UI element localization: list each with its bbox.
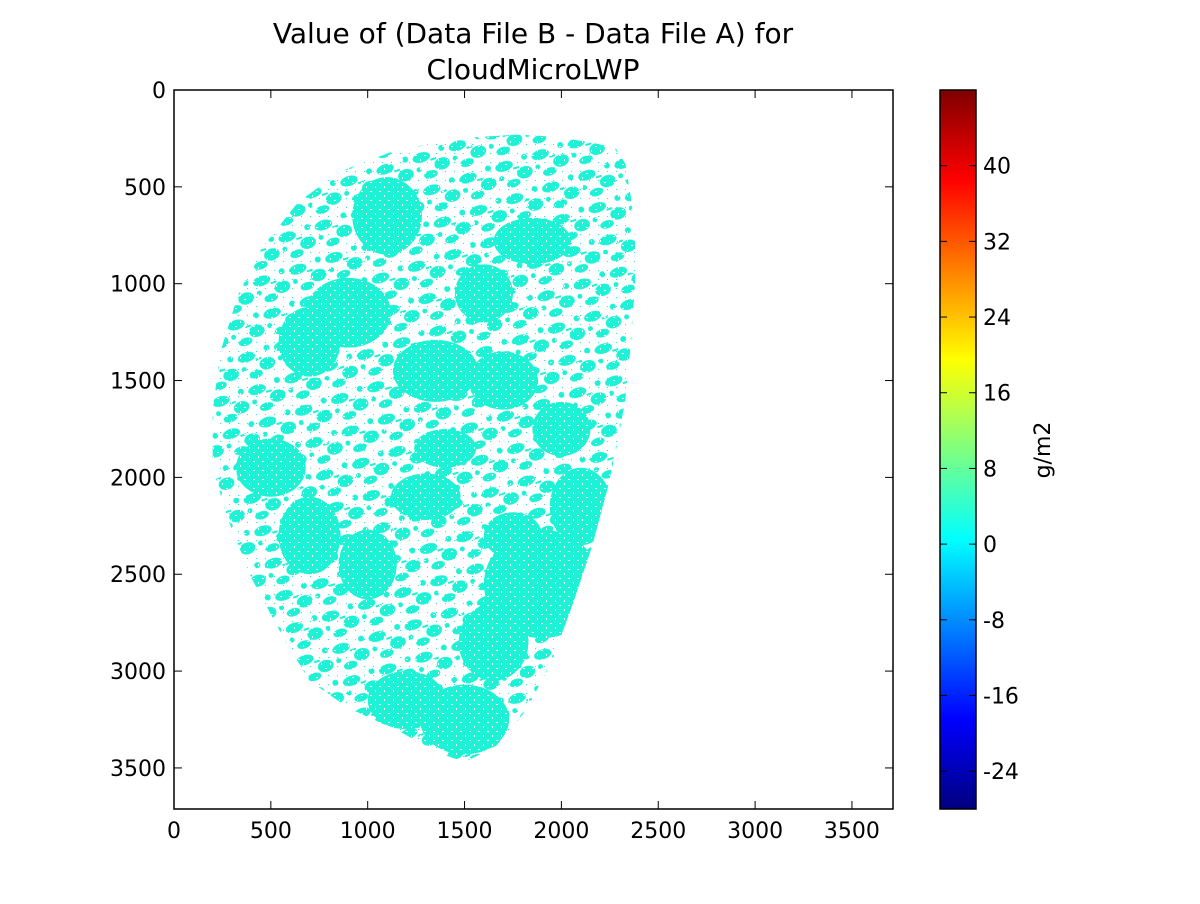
x-tick-label: 0	[167, 819, 181, 844]
colorbar-tick-label: 40	[983, 155, 1011, 180]
colorbar-tick-label: 0	[983, 533, 997, 558]
y-axis: 0 500 1000 1500 2000 2500 3000 3500	[110, 79, 893, 782]
chart-title-line-2: CloudMicroLWP	[427, 53, 640, 86]
x-tick-label: 2000	[533, 819, 589, 844]
y-tick-label: 500	[124, 176, 166, 201]
data-field	[212, 134, 635, 763]
colorbar-tick-label: 16	[983, 382, 1011, 407]
x-tick-label: 500	[250, 819, 292, 844]
x-axis: 0 500 1000 1500 2000 2500 3000 3500	[167, 90, 880, 844]
colorbar	[939, 89, 977, 810]
x-tick-label: 1000	[340, 819, 396, 844]
y-tick-label: 1500	[110, 370, 166, 395]
chart-title-line-1: Value of (Data File B - Data File A) for	[273, 17, 794, 50]
y-tick-label: 3500	[110, 757, 166, 782]
colorbar-tick-label: -24	[983, 760, 1019, 785]
y-tick-label: 2000	[110, 466, 166, 491]
x-tick-label: 3500	[824, 819, 880, 844]
y-tick-label: 3000	[110, 660, 166, 685]
colorbar-tick-label: 24	[983, 306, 1011, 331]
y-tick-label: 2500	[110, 563, 166, 588]
colorbar-tick-label: 8	[983, 457, 997, 482]
y-tick-label: 0	[152, 79, 166, 104]
x-tick-label: 2500	[630, 819, 686, 844]
y-tick-label: 1000	[110, 273, 166, 298]
x-tick-label: 1500	[437, 819, 493, 844]
colorbar-tick-label: -8	[983, 609, 1005, 634]
plot-frame	[173, 89, 894, 810]
colorbar-label: g/m2	[1031, 422, 1056, 479]
x-tick-label: 3000	[727, 819, 783, 844]
colorbar-tick-label: -16	[983, 684, 1019, 709]
colorbar-tick-label: 32	[983, 230, 1011, 255]
colorbar-ticks: 40 32 24 16 8 0 -8 -16 -24	[940, 155, 1019, 785]
